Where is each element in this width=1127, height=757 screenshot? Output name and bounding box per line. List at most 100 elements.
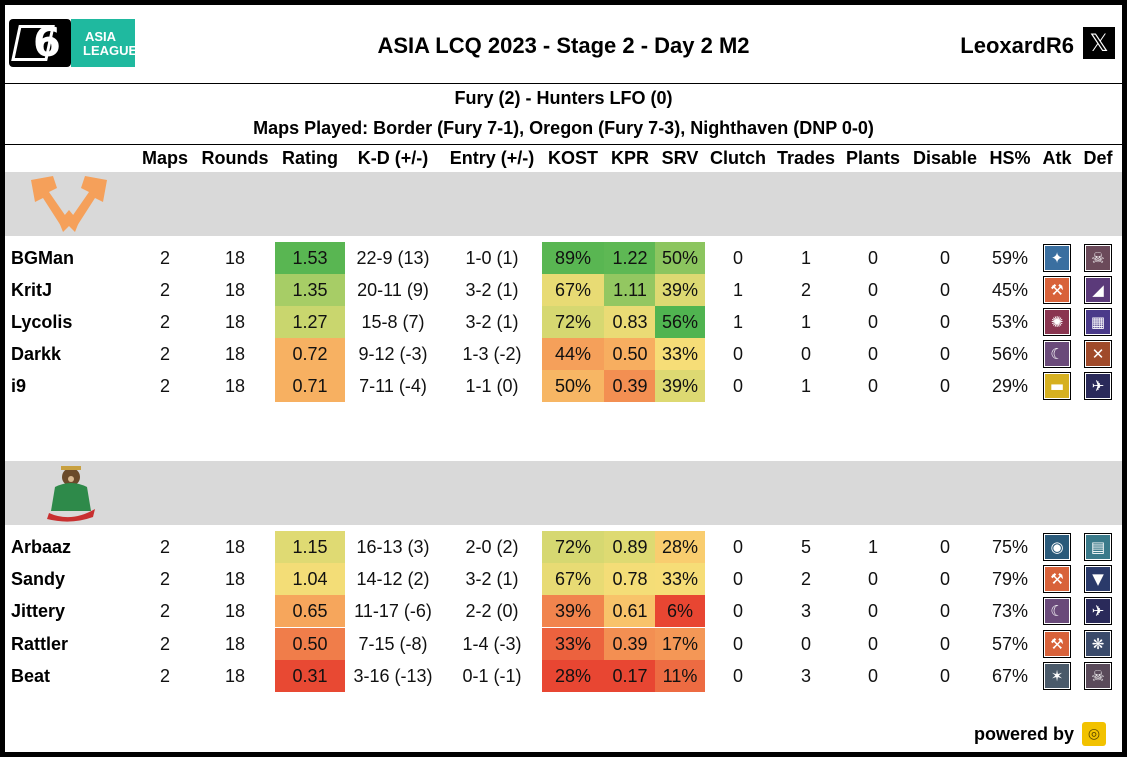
cell-plants: 1 — [867, 537, 878, 557]
visor-icon: ▬ — [1044, 373, 1070, 399]
cell-srv: 50% — [655, 242, 705, 274]
column-header: Rating — [282, 148, 338, 168]
player-name: Jittery — [11, 601, 66, 621]
gear-icon: ✺ — [1044, 309, 1070, 335]
author-handle: LeoxardR6 — [960, 33, 1074, 58]
cell-srv: 6% — [655, 595, 705, 627]
cell-hs: 67% — [991, 666, 1029, 686]
cell-hs: 53% — [991, 312, 1029, 332]
column-header: Disable — [912, 148, 978, 168]
hammer-icon: ⚒ — [1044, 566, 1070, 592]
cell-rounds: 18 — [224, 280, 246, 300]
cell-kpr: 0.78 — [604, 563, 656, 595]
cell-rounds: 18 — [224, 569, 246, 589]
cell-clutch: 1 — [732, 280, 743, 300]
x-logo-icon[interactable]: 𝕏 — [1083, 27, 1115, 59]
cell-kpr: 0.61 — [604, 595, 656, 627]
cell-trades: 1 — [800, 312, 811, 332]
cell-disable: 0 — [939, 666, 950, 686]
column-header: K-D (+/-) — [357, 148, 429, 168]
claw-icon: ☾ — [1044, 598, 1070, 624]
stripes-icon: ▦ — [1085, 309, 1111, 335]
cell-rating: 1.15 — [275, 531, 345, 563]
powered-by-label: powered by — [973, 724, 1074, 744]
column-header: Plants — [845, 148, 901, 168]
cell-clutch: 0 — [732, 537, 743, 557]
cell-entry: 2-2 (0) — [465, 601, 519, 621]
skull-icon: ☠ — [1085, 245, 1111, 271]
cell-hs: 75% — [991, 537, 1029, 557]
fury-axes-logo-icon — [31, 176, 107, 232]
cell-disable: 0 — [939, 344, 950, 364]
cell-maps: 2 — [159, 634, 170, 654]
siege-gg-icon[interactable]: ◎ — [1082, 722, 1106, 746]
cell-clutch: 0 — [732, 248, 743, 268]
cell-maps: 2 — [159, 280, 170, 300]
cell-clutch: 0 — [732, 344, 743, 364]
cell-kpr: 1.22 — [604, 242, 656, 274]
cell-clutch: 0 — [732, 601, 743, 621]
player-name: KritJ — [11, 280, 53, 300]
page-title: ASIA LCQ 2023 - Stage 2 - Day 2 M2 — [377, 33, 750, 58]
cell-rounds: 18 — [224, 634, 246, 654]
cell-hs: 57% — [991, 634, 1029, 654]
asia-league-logo: ASIA LEAGUE — [71, 19, 137, 67]
column-header: Maps — [141, 148, 189, 168]
cell-trades: 3 — [800, 601, 811, 621]
cell-hs: 56% — [991, 344, 1029, 364]
cell-trades: 2 — [800, 280, 811, 300]
player-name: BGMan — [11, 248, 74, 268]
cell-trades: 2 — [800, 569, 811, 589]
cell-plants: 0 — [867, 666, 878, 686]
cell-clutch: 0 — [732, 666, 743, 686]
cell-maps: 2 — [159, 601, 170, 621]
cell-disable: 0 — [939, 376, 950, 396]
player-name: Rattler — [11, 634, 69, 654]
player-name: Beat — [11, 666, 51, 686]
column-header: SRV — [661, 148, 699, 168]
column-header: Trades — [776, 148, 836, 168]
cell-kpr: 0.83 — [604, 306, 656, 338]
cell-disable: 0 — [939, 280, 950, 300]
cell-rounds: 18 — [224, 537, 246, 557]
cell-plants: 0 — [867, 601, 878, 621]
cell-entry: 2-0 (2) — [465, 537, 519, 557]
cell-kost: 72% — [542, 531, 604, 563]
blade-icon: ◢ — [1085, 277, 1111, 303]
cell-kd: 11-17 (-6) — [354, 601, 432, 621]
cell-maps: 2 — [159, 569, 170, 589]
team-band-hunters — [5, 461, 1122, 525]
cell-rounds: 18 — [224, 344, 246, 364]
tie-icon: ▼ — [1085, 566, 1111, 592]
cell-rating: 0.71 — [275, 370, 345, 402]
match-result: Fury (2) - Hunters LFO (0) — [454, 88, 673, 108]
cell-rating: 1.04 — [275, 563, 345, 595]
cell-clutch: 0 — [732, 376, 743, 396]
cell-kd: 22-9 (13) — [356, 248, 430, 268]
cross-arrows-icon: ✶ — [1044, 663, 1070, 689]
cell-srv: 33% — [655, 563, 705, 595]
cell-entry: 3-2 (1) — [465, 312, 519, 332]
cell-kd: 7-15 (-8) — [358, 634, 428, 654]
cell-kost: 67% — [542, 274, 604, 306]
cell-maps: 2 — [159, 312, 170, 332]
cell-maps: 2 — [159, 248, 170, 268]
cell-entry: 1-0 (1) — [465, 248, 519, 268]
cell-disable: 0 — [939, 537, 950, 557]
cell-kd: 14-12 (2) — [356, 569, 430, 589]
cell-srv: 39% — [655, 274, 705, 306]
column-header: Atk — [1042, 148, 1072, 168]
cell-plants: 0 — [867, 280, 878, 300]
team-band-fury — [5, 172, 1122, 236]
cell-kpr: 1.11 — [604, 274, 656, 306]
cell-srv: 56% — [655, 306, 705, 338]
maps-played: Maps Played: Border (Fury 7-1), Oregon (… — [253, 118, 874, 138]
table-row: Jittery 2 18 0.65 11-17 (-6) 2-2 (0) 39% 0.61 6%… — [5, 595, 1122, 627]
table-row: Arbaaz 2 18 1.15 16-13 (3) 2-0 (2) 72% 0.89 28% 0… — [5, 531, 1122, 563]
cell-entry: 1-4 (-3) — [462, 634, 522, 654]
divider — [5, 144, 1122, 145]
cell-trades: 0 — [800, 344, 811, 364]
bird-icon: ✈ — [1085, 373, 1111, 399]
cell-rounds: 18 — [224, 312, 246, 332]
cell-plants: 0 — [867, 248, 878, 268]
